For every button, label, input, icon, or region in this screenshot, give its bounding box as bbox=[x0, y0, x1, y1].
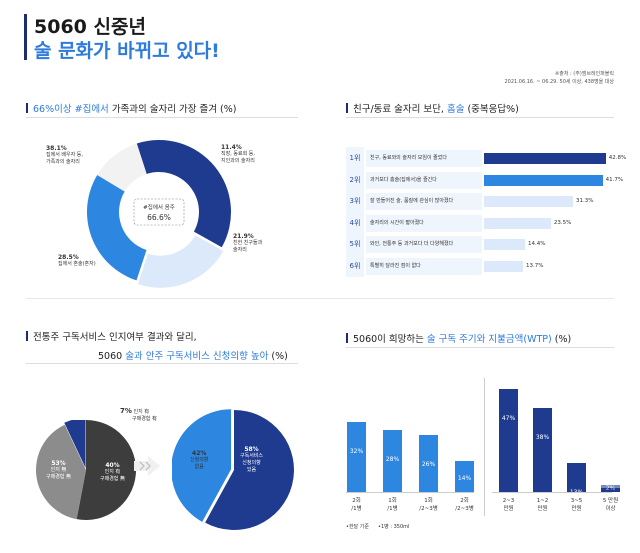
section-title-home-drinking: 66%이상 #집에서 가족과의 술자리 가장 즐겨 (%) bbox=[26, 101, 236, 115]
wtp-bar-value: 2% bbox=[601, 484, 620, 492]
arrow-icon bbox=[134, 456, 160, 476]
rank-bar bbox=[484, 239, 525, 250]
rank-row: 2위 과거보다 홈술(집에서)을 즐긴다 41.7% bbox=[346, 171, 623, 189]
donut-label-work: 11.4% 직장, 동료회 등, 지인과의 술자리 bbox=[221, 144, 255, 164]
survey-period: 2021.06.16. ~ 06.29. 50세 이상, 438명을 대상 bbox=[504, 79, 614, 85]
footnote-month: •한달 기준 bbox=[346, 524, 369, 530]
rank-value: 14.4% bbox=[527, 241, 546, 247]
rank-label: 특별히 달라진 점이 없다 bbox=[366, 257, 482, 275]
group-separator bbox=[484, 378, 485, 516]
rank-label: 와인, 전통주 등 과거보다 더 다양해졌다 bbox=[366, 236, 482, 253]
wtp-category-label: 2~3 만원 bbox=[502, 498, 515, 512]
rank-bar bbox=[484, 196, 574, 207]
rank-column-bg bbox=[346, 147, 364, 277]
wtp-bar bbox=[419, 434, 438, 492]
title-accent-bar bbox=[24, 14, 27, 60]
awareness-pie-chart bbox=[36, 420, 136, 520]
baseline bbox=[492, 492, 612, 493]
donut-label-alone: 28.5% 집에서 혼술(혼자) bbox=[58, 254, 96, 267]
rank-row: 5위 와인, 전통주 등 과거보다 더 다양해졌다 14.4% bbox=[346, 236, 611, 253]
intent-pie-chart bbox=[172, 409, 294, 530]
wtp-bar-value: 38% bbox=[535, 434, 550, 442]
rank-label: 잘 만들어진 술, 품질에 관심이 많아졌다 bbox=[366, 193, 482, 210]
rank-value: 31.3% bbox=[576, 198, 594, 204]
section-divider bbox=[346, 117, 614, 118]
wtp-category-label: 2회/2~3병 bbox=[455, 498, 474, 512]
wtp-bar-value: 32% bbox=[349, 447, 364, 455]
donut-slice-3 bbox=[97, 143, 147, 192]
donut-slice-0 bbox=[136, 140, 231, 248]
donut-slice-1 bbox=[137, 235, 224, 288]
pie1-slice-0 bbox=[76, 420, 136, 520]
wtp-bar-value: 47% bbox=[501, 414, 516, 422]
pie2-slice-1 bbox=[172, 409, 232, 522]
rank-number: 6위 bbox=[349, 261, 361, 270]
section-title-changes: 친구/동료 술자리 보단, 홈술 (중복응답%) bbox=[346, 101, 519, 115]
wtp-category-label: 5 만원 이상 bbox=[602, 498, 619, 512]
rank-bar bbox=[484, 217, 551, 229]
donut-center-label: #집에서 음주 bbox=[143, 203, 175, 211]
footnote-bottle: •1병 : 350ml bbox=[378, 524, 410, 530]
wtp-bar bbox=[347, 421, 366, 492]
source-note: ※출처 : (주)엠브레인퍼블릭 bbox=[555, 71, 614, 77]
donut-center-value: 66.6% bbox=[147, 213, 171, 222]
rank-number: 4위 bbox=[349, 218, 361, 227]
pie1-label-aware-nobuy: 40% 인지 有 구매경험 無 bbox=[100, 462, 125, 482]
pie1-slice-1 bbox=[36, 424, 86, 520]
rank-number: 2위 bbox=[349, 175, 361, 184]
section-divider bbox=[26, 117, 298, 118]
section-title-subscription-awareness: 전통주 구독서비스 인지여부 결과와 달리, bbox=[26, 329, 197, 343]
section-divider bbox=[346, 347, 614, 348]
donut-label-family: 38.1% 집에서 배우자 등, 가족과의 술자리 bbox=[46, 145, 83, 165]
baseline bbox=[346, 492, 474, 493]
donut-slice-2 bbox=[86, 175, 147, 281]
rank-number: 3위 bbox=[349, 197, 361, 205]
wtp-bar bbox=[533, 408, 552, 492]
rank-label: 과거보다 홈술(집에서)을 즐긴다 bbox=[366, 171, 482, 189]
pie1-label-unaware: 53% 인지 無 구매경험 無 bbox=[46, 460, 71, 480]
page-subtitle: 술 문화가 바뀌고 있다! bbox=[34, 40, 220, 62]
wtp-category-label: 2회/1병 bbox=[351, 498, 362, 512]
rank-value: 41.7% bbox=[605, 176, 624, 183]
pie1-slice-2 bbox=[64, 420, 86, 469]
wtp-bar-value: 28% bbox=[385, 456, 400, 464]
rank-number: 1위 bbox=[349, 154, 361, 162]
rank-label: 술자리의 시간이 짧아졌다 bbox=[366, 214, 482, 232]
page-title: 5060 신중년 bbox=[34, 16, 146, 38]
wtp-bar bbox=[455, 461, 474, 492]
section-title-subscription-intent: 5060 술과 안주 구독서비스 신청의향 높아 (%) bbox=[98, 351, 288, 362]
donut-chart: #집에서 음주 66.6% bbox=[86, 140, 231, 288]
donut-center-box bbox=[133, 198, 185, 226]
section-title-wtp: 5060이 희망하는 술 구독 주기와 지불금액(WTP) (%) bbox=[346, 331, 571, 345]
pie2-slice-0 bbox=[205, 410, 294, 530]
rank-value: 13.7% bbox=[525, 262, 544, 269]
wtp-category-label: 1회/1병 bbox=[387, 498, 398, 512]
wtp-bar bbox=[383, 430, 402, 492]
rank-bar bbox=[484, 260, 523, 272]
wtp-category-label: 3~5 만원 bbox=[570, 498, 583, 512]
rank-row: 1위 친구, 동료와의 술자리 모임이 줄었다 42.8% bbox=[346, 150, 626, 167]
wtp-bar bbox=[567, 463, 586, 492]
pie2-label-yes: 58% 구독서비스 신청의향 있음 bbox=[240, 446, 264, 473]
rank-row: 4위 술자리의 시간이 짧아졌다 23.5% bbox=[346, 214, 611, 232]
pie1-label-aware-bought: 7% 인지 有 구매경험 有 bbox=[120, 407, 157, 423]
rank-bar bbox=[484, 174, 603, 186]
rank-bar bbox=[484, 153, 606, 164]
wtp-bar-value: 14% bbox=[457, 475, 472, 483]
pie2-label-no: 42% 신청의향 없음 bbox=[190, 450, 209, 470]
donut-label-friends: 21.9% 친한 친구들과 술자리 bbox=[233, 233, 263, 253]
wtp-category-label: 1~2 만원 bbox=[536, 498, 549, 512]
rank-number: 5위 bbox=[349, 240, 361, 248]
wtp-bar bbox=[499, 388, 518, 492]
rank-value: 42.8% bbox=[608, 155, 627, 161]
wtp-category-label: 1회/2~3병 bbox=[419, 498, 438, 512]
rank-value: 23.5% bbox=[553, 219, 572, 226]
rank-row: 6위 특별히 달라진 점이 없다 13.7% bbox=[346, 257, 611, 275]
section-divider bbox=[26, 363, 298, 364]
rank-row: 3위 잘 만들어진 술, 품질에 관심이 많아졌다 31.3% bbox=[346, 193, 611, 210]
rank-label: 친구, 동료와의 술자리 모임이 줄었다 bbox=[366, 150, 482, 167]
wtp-bar-value: 26% bbox=[421, 460, 436, 468]
mid-divider bbox=[26, 298, 614, 299]
